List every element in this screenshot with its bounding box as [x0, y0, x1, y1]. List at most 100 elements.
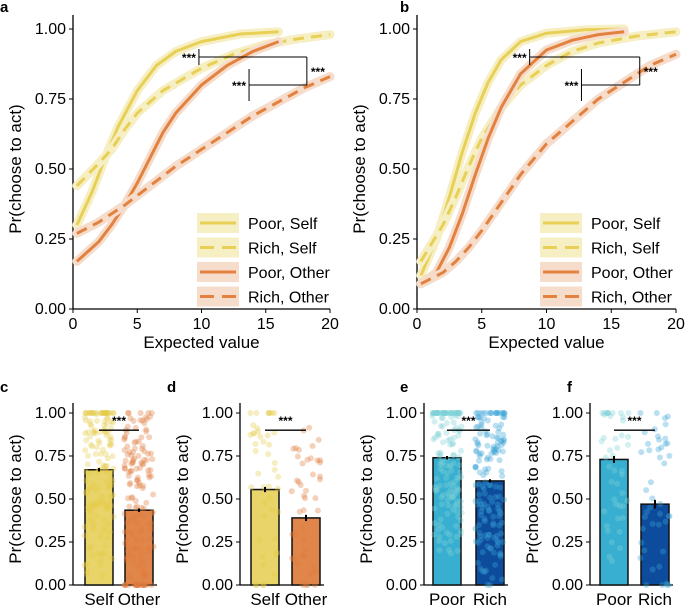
data-point [273, 549, 280, 556]
data-point [107, 410, 114, 416]
x-tick-label: Poor [596, 590, 632, 607]
x-tick-label: Self [250, 590, 280, 607]
data-point [131, 455, 138, 462]
data-point [122, 433, 129, 440]
legend-swatch [540, 237, 582, 258]
panel-a: a 0.00 0.25 0.50 0.75 1.00 0 5 10 15 20 Expected va… [0, 0, 339, 352]
data-point [498, 421, 505, 428]
data-point [84, 452, 91, 459]
data-point [453, 522, 460, 529]
data-point [138, 434, 145, 441]
x-tick-label: Other [118, 590, 161, 607]
data-point [501, 436, 508, 443]
data-point [500, 410, 507, 416]
data-point [89, 410, 96, 416]
data-point [451, 478, 458, 485]
data-point [139, 417, 146, 424]
data-point [139, 559, 146, 566]
data-point [271, 410, 278, 416]
data-point [134, 483, 141, 490]
data-point [606, 553, 613, 560]
data-point [475, 442, 482, 449]
data-point [124, 451, 131, 458]
data-point [105, 499, 112, 506]
data-point [609, 410, 616, 416]
data-point [494, 443, 501, 450]
data-point [108, 441, 115, 448]
data-point [106, 410, 113, 416]
data-point [132, 545, 139, 552]
x-tick-label: 5 [477, 316, 486, 333]
significance-stars: *** [232, 79, 246, 93]
data-point [614, 480, 621, 487]
data-point [312, 495, 319, 502]
data-point [88, 485, 95, 492]
data-point [304, 582, 311, 588]
data-point [619, 514, 626, 521]
data-point [99, 572, 106, 579]
data-point [107, 434, 114, 441]
data-point [107, 494, 114, 501]
data-point [484, 442, 491, 449]
data-point [295, 478, 302, 485]
data-point [130, 457, 137, 464]
data-point [261, 513, 268, 520]
data-point [106, 482, 113, 489]
data-point [87, 516, 94, 523]
data-point [437, 449, 444, 456]
data-point [252, 447, 259, 454]
data-point [125, 495, 132, 502]
data-point [288, 488, 295, 495]
data-point [474, 439, 481, 446]
data-point [255, 470, 262, 477]
data-point [482, 410, 489, 416]
data-point [441, 540, 448, 547]
data-point [662, 421, 669, 428]
data-point [306, 424, 313, 431]
data-point [137, 417, 144, 424]
data-point [443, 429, 450, 436]
data-point [83, 437, 90, 444]
y-tick-label: 0.50 [386, 491, 417, 508]
data-point [456, 410, 463, 416]
x-tick-label: 20 [667, 316, 685, 333]
data-point [89, 502, 96, 509]
data-point [603, 522, 610, 529]
data-point [108, 502, 115, 509]
data-point [481, 490, 488, 497]
data-point [148, 525, 155, 532]
data-point [663, 580, 670, 587]
data-point [257, 433, 264, 440]
data-point [133, 582, 140, 588]
data-point [93, 417, 100, 424]
data-point [253, 410, 260, 416]
data-point [443, 474, 450, 481]
data-point [94, 484, 101, 491]
data-point [447, 480, 454, 487]
data-point [494, 410, 501, 416]
data-point [147, 467, 154, 474]
data-point [132, 505, 139, 512]
data-point [661, 460, 668, 467]
data-point [98, 410, 105, 416]
data-point [442, 410, 449, 416]
data-point [89, 552, 96, 559]
data-point [477, 410, 484, 416]
panel-label: f [567, 379, 573, 396]
x-axis-label: Expected value [143, 333, 259, 352]
data-point [490, 549, 497, 556]
data-point [149, 509, 156, 516]
data-point [259, 582, 266, 588]
legend-swatch [197, 286, 239, 307]
data-point [137, 410, 144, 416]
data-point [85, 508, 92, 515]
data-point [110, 465, 117, 472]
data-point [498, 468, 505, 475]
y-tick-label: 0.00 [379, 301, 410, 318]
data-point [616, 528, 623, 535]
significance-stars: *** [513, 51, 527, 65]
data-point [640, 525, 647, 532]
data-point [104, 534, 111, 541]
data-point [601, 508, 608, 515]
data-point [121, 465, 128, 472]
